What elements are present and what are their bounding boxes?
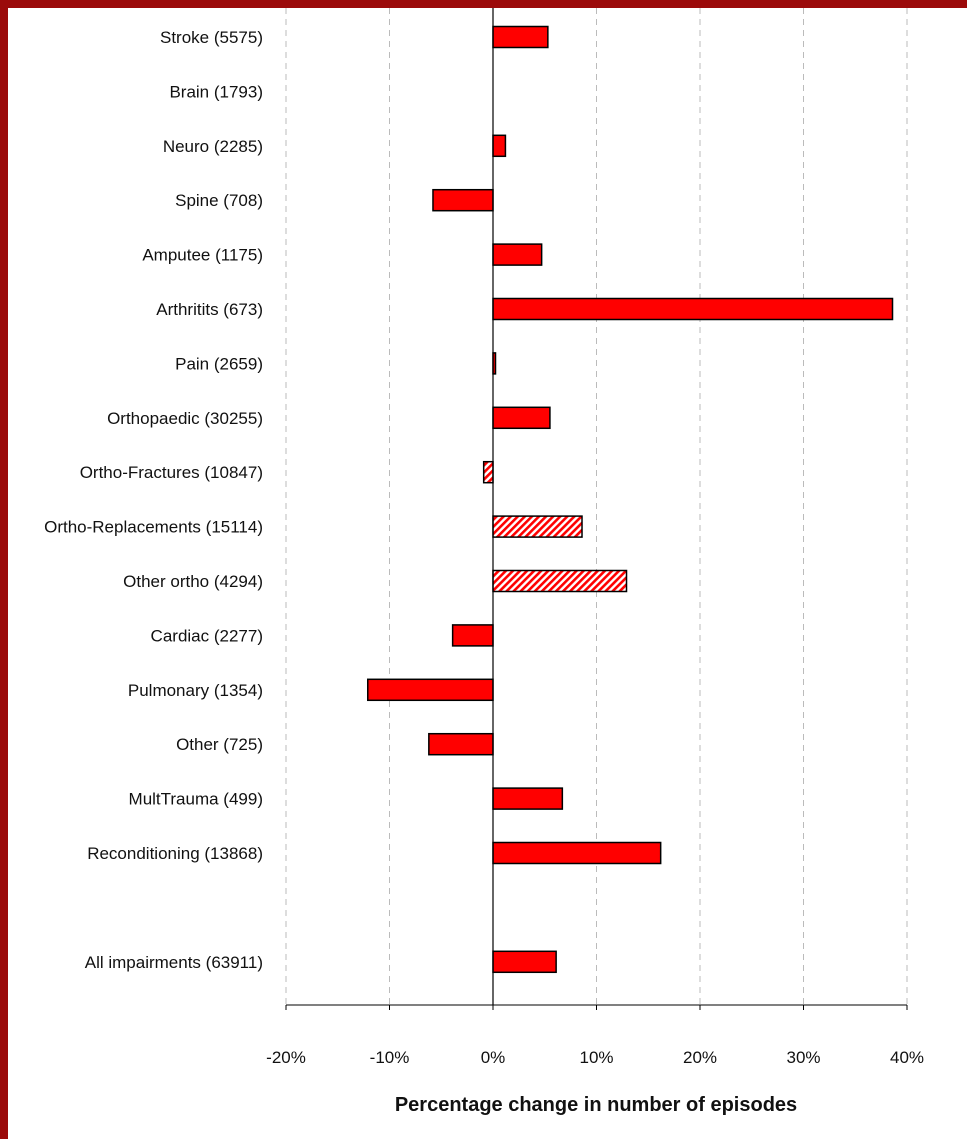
bar: [428, 732, 494, 756]
category-labels: Stroke (5575) Brain (1793) Neuro (2285) Spi…: [44, 28, 263, 972]
x-axis-title: Percentage change in number of episodes: [395, 1094, 797, 1116]
bar: [492, 569, 628, 593]
category-label: Orthopaedic (30255): [107, 409, 263, 428]
category-label: Reconditioning (13868): [87, 844, 263, 863]
x-tick-label: 0%: [481, 1048, 506, 1067]
bars: [367, 25, 894, 974]
bar: [492, 243, 543, 266]
category-label: Cardiac (2277): [151, 626, 263, 645]
bar: [492, 841, 662, 865]
x-tick-label: -20%: [266, 1048, 306, 1067]
category-label: Pulmonary (1354): [128, 681, 263, 700]
category-label: Ortho-Fractures (10847): [80, 463, 263, 482]
category-label: All impairments (63911): [85, 953, 263, 972]
x-tick-label: 30%: [786, 1048, 820, 1067]
bar: [492, 297, 894, 321]
bar: [492, 406, 551, 430]
bar: [482, 460, 494, 484]
bar: [492, 950, 557, 974]
category-label: Other (725): [176, 735, 263, 754]
x-tick-label: -10%: [370, 1048, 410, 1067]
category-label: MultTrauma (499): [129, 790, 263, 809]
category-label: Stroke (5575): [160, 28, 263, 47]
x-tick-label: 20%: [683, 1048, 717, 1067]
x-tick-label: 10%: [579, 1048, 613, 1067]
bar: [492, 515, 583, 538]
x-tick-labels: -20% -10% 0% 10% 20% 30% 40%: [266, 1048, 924, 1067]
category-label: Other ortho (4294): [123, 572, 263, 591]
bar-chart: Stroke (5575) Brain (1793) Neuro (2285) Spi…: [44, 8, 924, 1116]
category-label: Pain (2659): [175, 354, 263, 373]
category-label: Arthritits (673): [156, 300, 263, 319]
bar: [492, 134, 507, 158]
axes: [285, 8, 908, 1010]
grid-lines: [285, 8, 908, 1005]
bar: [492, 25, 549, 49]
bar: [451, 624, 494, 647]
bar: [367, 678, 494, 702]
category-label: Brain (1793): [169, 82, 263, 101]
bar: [432, 188, 494, 212]
x-tick-label: 40%: [890, 1048, 924, 1067]
category-label: Spine (708): [175, 191, 263, 210]
bar: [492, 787, 564, 810]
category-label: Ortho-Replacements (15114): [44, 518, 263, 537]
category-label: Amputee (1175): [142, 246, 263, 265]
category-label: Neuro (2285): [163, 137, 263, 156]
